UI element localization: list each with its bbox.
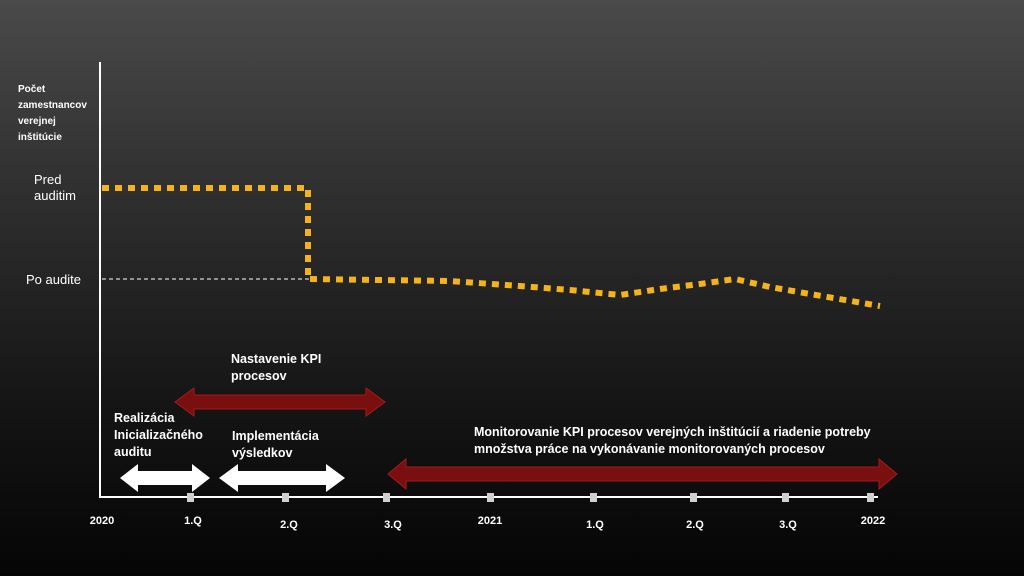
realizacia-label-line: Inicializačného bbox=[114, 428, 203, 442]
monitorovanie-arrow bbox=[387, 457, 898, 491]
nastavenie-label-line: Nastavenie KPI bbox=[231, 352, 322, 366]
staff-count-line bbox=[102, 185, 881, 309]
monitorovanie-label: Monitorovanie KPI procesov verejných inš… bbox=[474, 424, 871, 458]
x-tick-label: 1.Q bbox=[586, 519, 604, 531]
tick-markers bbox=[187, 493, 874, 502]
x-tick-label: 3.Q bbox=[384, 519, 402, 531]
po-audite-label: Po audite bbox=[26, 272, 81, 287]
nastavenie-label: Nastavenie KPI procesov bbox=[231, 351, 321, 385]
x-tick-label: 2022 bbox=[860, 515, 886, 527]
realizacia-label-line: auditu bbox=[114, 445, 152, 459]
tick-marker bbox=[187, 493, 194, 502]
x-tick-label: 2020 bbox=[89, 515, 115, 527]
y-axis-title-line: inštitúcie bbox=[18, 132, 62, 143]
y-axis-title-line: zamestnancov bbox=[18, 100, 87, 111]
implementacia-label: Implementácia výsledkov bbox=[232, 428, 319, 462]
realizacia-label: Realizácia Inicializačného auditu bbox=[114, 410, 203, 461]
tick-marker bbox=[487, 493, 494, 502]
nastavenie-arrow bbox=[174, 387, 386, 417]
tick-marker bbox=[690, 493, 697, 502]
pred-auditim-label: Pred auditim bbox=[34, 172, 76, 204]
implementacia-arrow bbox=[219, 464, 345, 492]
nastavenie-label-line: procesov bbox=[231, 369, 287, 383]
implementacia-label-line: Implementácia bbox=[232, 429, 319, 443]
monitorovanie-label-line: množstva práce na vykonávanie monitorova… bbox=[474, 442, 825, 456]
x-tick-label: 2.Q bbox=[280, 519, 298, 531]
implementacia-label-line: výsledkov bbox=[232, 446, 293, 460]
x-tick-label: 2021 bbox=[477, 515, 503, 527]
y-axis-title-line: verejnej bbox=[18, 116, 56, 127]
x-tick-label: 3.Q bbox=[779, 519, 797, 531]
monitorovanie-label-line: Monitorovanie KPI procesov verejných inš… bbox=[474, 425, 871, 439]
tick-marker bbox=[782, 493, 789, 502]
pred-label-line: Pred bbox=[34, 172, 62, 187]
tick-marker bbox=[383, 493, 390, 502]
x-tick-label: 1.Q bbox=[184, 515, 202, 527]
realizacia-arrow bbox=[120, 464, 210, 492]
realizacia-label-line: Realizácia bbox=[114, 411, 175, 425]
y-axis-title: Počet zamestnancov verejnej inštitúcie bbox=[18, 82, 87, 146]
pred-label-line: auditim bbox=[34, 188, 76, 203]
tick-marker bbox=[867, 493, 874, 502]
tick-marker bbox=[282, 493, 289, 502]
x-tick-label: 2.Q bbox=[686, 519, 704, 531]
tick-marker bbox=[590, 493, 597, 502]
y-axis-title-line: Počet bbox=[18, 84, 46, 95]
